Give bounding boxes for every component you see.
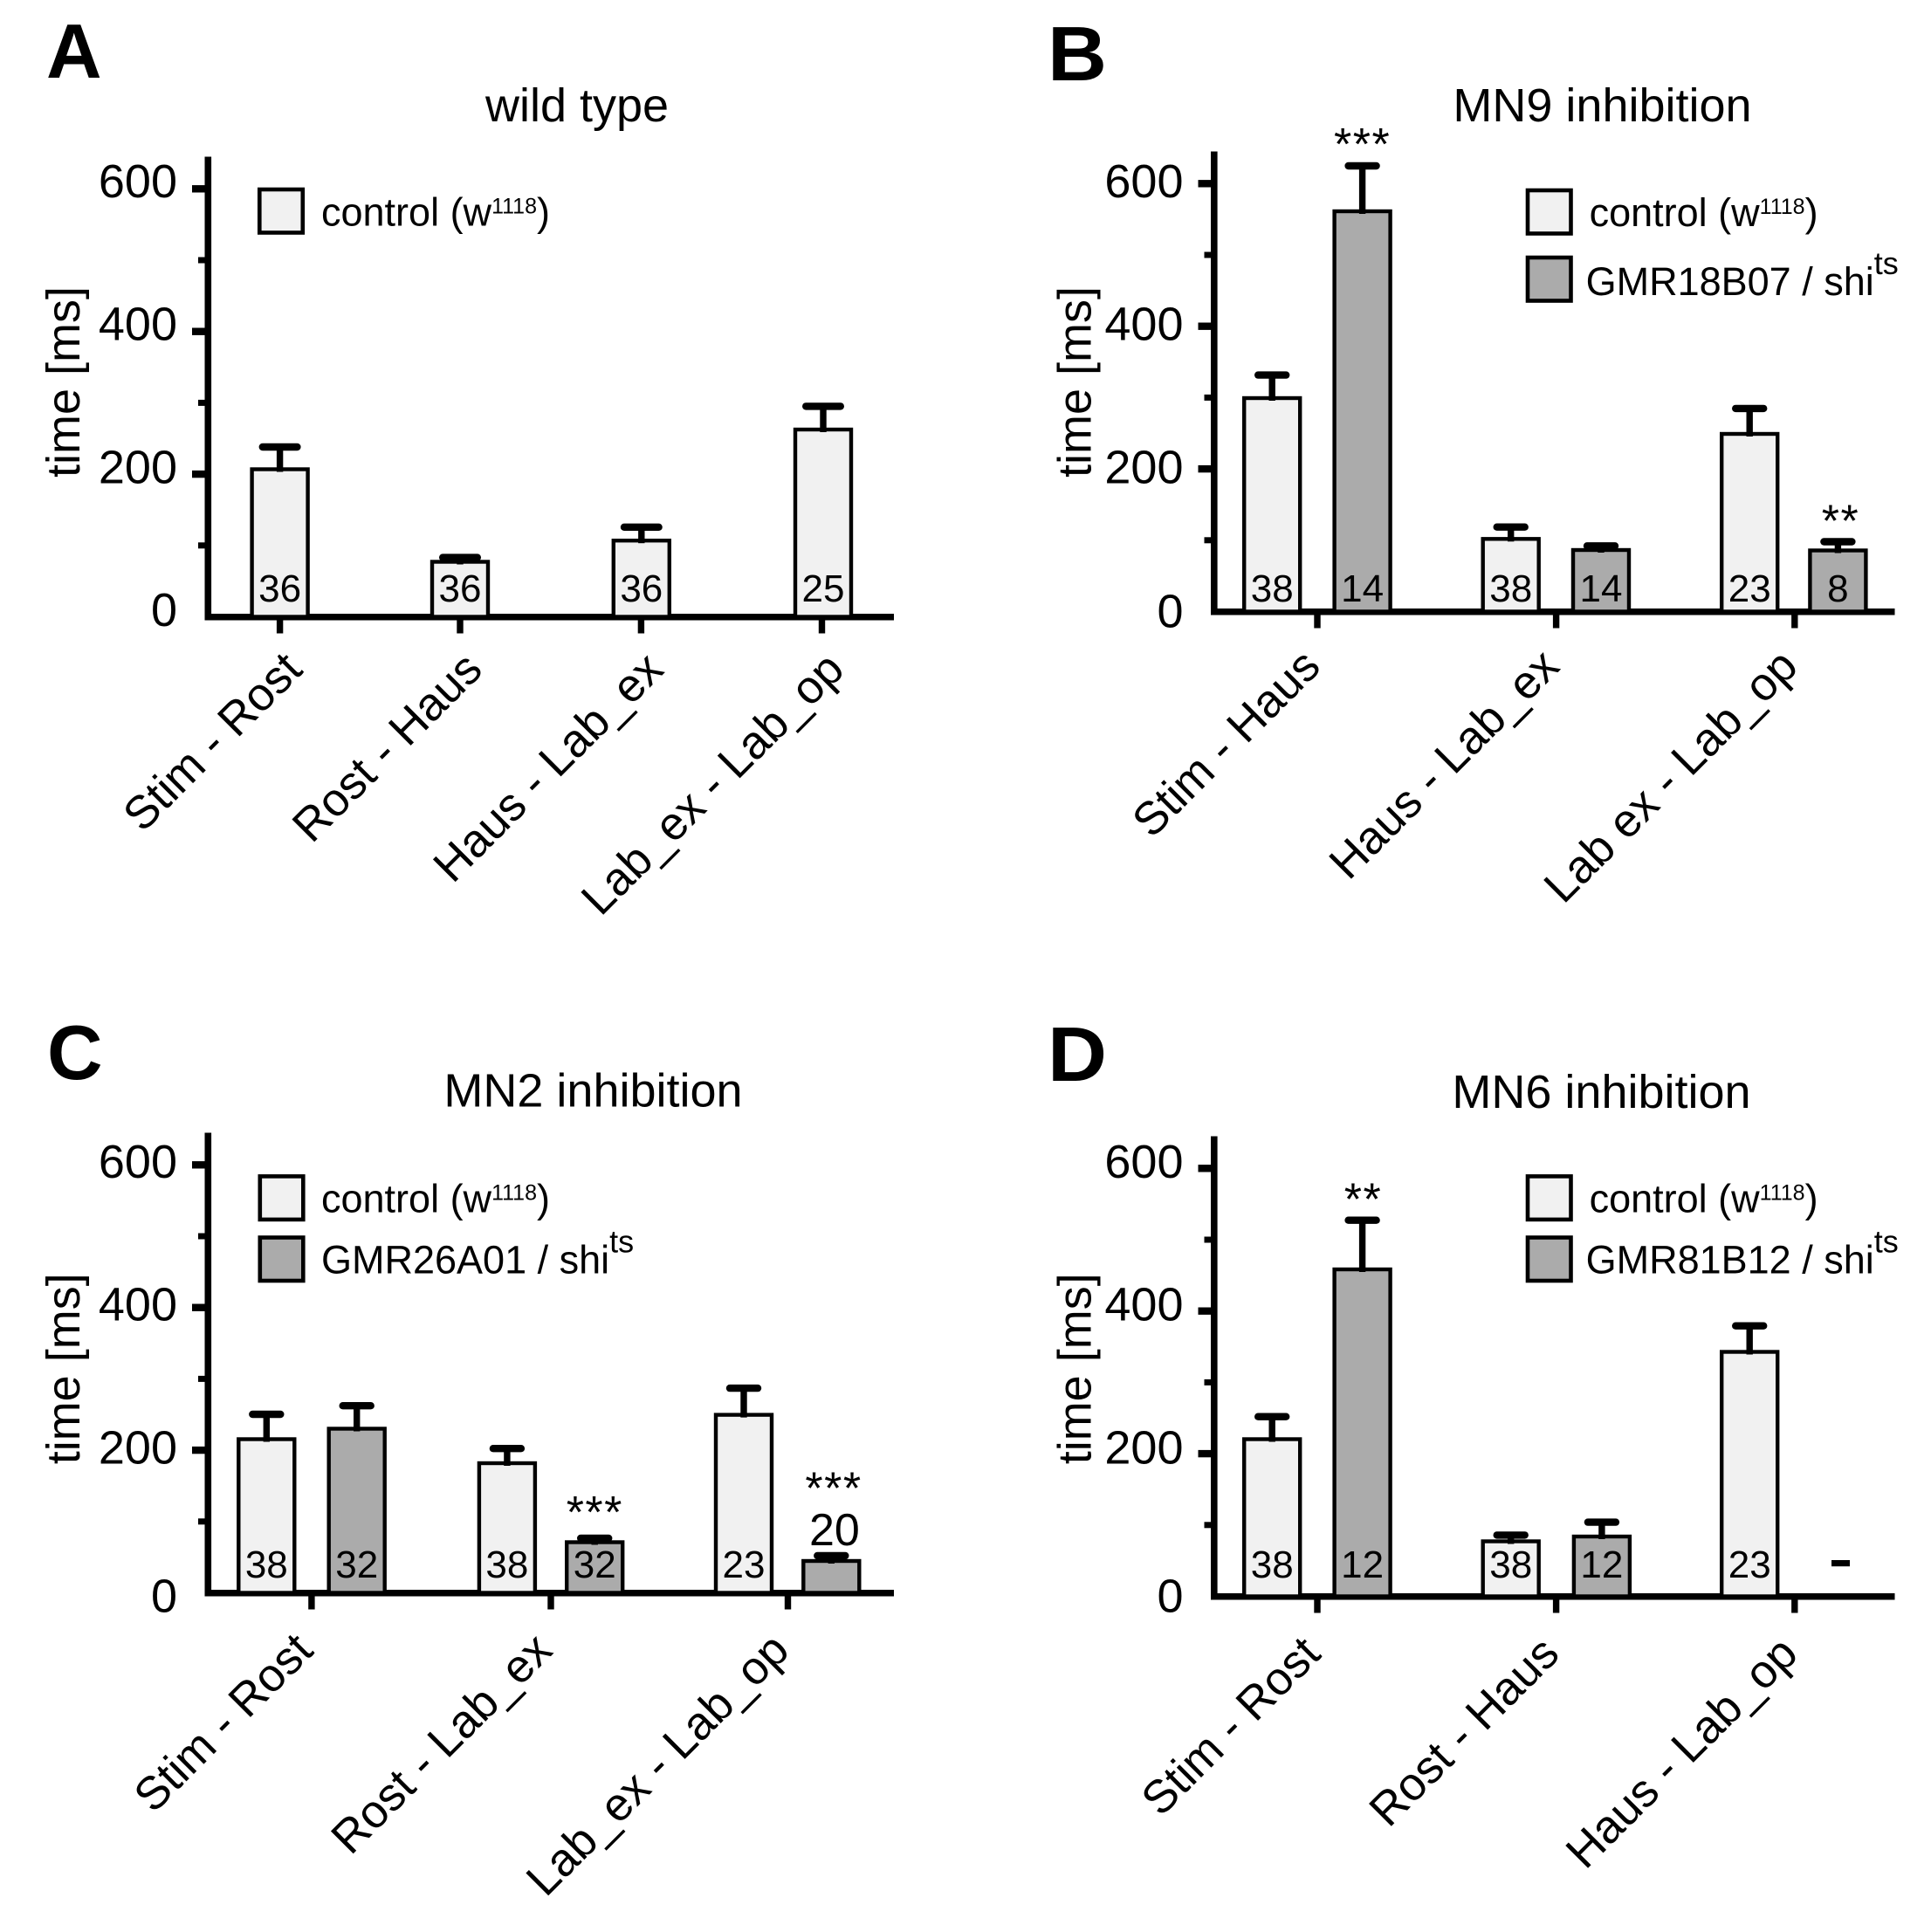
svg-text:***: ***	[805, 1464, 862, 1515]
svg-text:control (w1118): control (w1118)	[1590, 1176, 1818, 1220]
svg-text:23: 23	[1728, 567, 1771, 610]
svg-text:200: 200	[1104, 1421, 1183, 1474]
svg-text:Lab ex - Lab_op: Lab ex - Lab_op	[1535, 640, 1808, 913]
svg-text:***: ***	[1334, 120, 1391, 170]
svg-text:D: D	[1048, 1011, 1107, 1097]
svg-text:MN9 inhibition: MN9 inhibition	[1453, 79, 1751, 132]
svg-text:23: 23	[1728, 1544, 1771, 1586]
svg-text:400: 400	[99, 299, 177, 351]
svg-text:200: 200	[99, 441, 177, 493]
svg-text:Haus - Lab_op: Haus - Lab_op	[1556, 1627, 1808, 1879]
svg-text:time [ms]: time [ms]	[1049, 286, 1102, 478]
svg-text:38: 38	[1251, 567, 1294, 610]
svg-text:control (w1118): control (w1118)	[321, 1176, 550, 1220]
svg-text:36: 36	[620, 567, 663, 610]
svg-text:38: 38	[1251, 1544, 1294, 1586]
svg-text:20: 20	[809, 1505, 860, 1556]
svg-text:Lab_ex - Lab_op: Lab_ex - Lab_op	[517, 1624, 799, 1906]
svg-text:GMR26A01 / shits: GMR26A01 / shits	[321, 1224, 634, 1282]
svg-text:time [ms]: time [ms]	[38, 286, 90, 478]
svg-text:0: 0	[151, 584, 177, 636]
svg-text:Haus - Lab_ex: Haus - Lab_ex	[1320, 640, 1569, 889]
svg-text:36: 36	[258, 567, 301, 610]
svg-text:GMR18B07 / shits: GMR18B07 / shits	[1586, 245, 1899, 304]
svg-text:400: 400	[99, 1279, 177, 1331]
svg-text:14: 14	[1341, 567, 1384, 610]
svg-text:***: ***	[567, 1488, 623, 1538]
svg-text:400: 400	[1104, 1279, 1183, 1331]
svg-text:38: 38	[485, 1544, 528, 1586]
svg-text:38: 38	[1489, 1544, 1532, 1586]
svg-text:0: 0	[151, 1571, 177, 1623]
svg-text:MN6 inhibition: MN6 inhibition	[1452, 1066, 1750, 1118]
svg-text:0: 0	[1157, 1571, 1183, 1623]
svg-text:600: 600	[99, 1136, 177, 1188]
svg-text:600: 600	[1104, 1136, 1183, 1188]
svg-text:36: 36	[439, 567, 482, 610]
svg-text:38: 38	[1489, 567, 1532, 610]
svg-text:Stim - Haus: Stim - Haus	[1123, 640, 1330, 847]
svg-text:400: 400	[1104, 299, 1183, 351]
svg-text:Stim - Rost: Stim - Rost	[1131, 1627, 1330, 1825]
svg-text:A: A	[46, 8, 102, 94]
svg-text:C: C	[47, 1009, 103, 1096]
svg-text:600: 600	[99, 155, 177, 208]
svg-text:time [ms]: time [ms]	[1049, 1273, 1102, 1464]
svg-text:38: 38	[245, 1544, 288, 1586]
svg-text:MN2 inhibition: MN2 inhibition	[443, 1065, 742, 1117]
svg-text:Rost - Lab_ex: Rost - Lab_ex	[321, 1624, 561, 1864]
svg-text:GMR81B12 / shits: GMR81B12 / shits	[1586, 1224, 1899, 1282]
svg-text:B: B	[1048, 10, 1107, 97]
svg-text:600: 600	[1104, 155, 1183, 208]
svg-text:23: 23	[723, 1544, 766, 1586]
svg-text:time [ms]: time [ms]	[38, 1273, 90, 1464]
svg-text:0: 0	[1157, 586, 1183, 638]
svg-text:**: **	[1344, 1175, 1382, 1226]
svg-text:32: 32	[574, 1544, 616, 1586]
svg-text:Rost - Haus: Rost - Haus	[1360, 1627, 1570, 1837]
svg-text:200: 200	[99, 1421, 177, 1474]
svg-text:25: 25	[802, 567, 845, 610]
svg-text:control (w1118): control (w1118)	[321, 190, 550, 235]
svg-text:8: 8	[1827, 567, 1848, 610]
svg-text:control (w1118): control (w1118)	[1590, 190, 1818, 235]
svg-text:Stim - Rost: Stim - Rost	[124, 1624, 322, 1822]
svg-text:200: 200	[1104, 441, 1183, 493]
svg-text:12: 12	[1341, 1544, 1384, 1586]
svg-text:Stim - Rost: Stim - Rost	[113, 643, 312, 841]
svg-text:12: 12	[1580, 1544, 1623, 1586]
svg-text:**: **	[1822, 497, 1859, 547]
svg-text:wild type: wild type	[484, 79, 669, 132]
svg-text:14: 14	[1580, 567, 1623, 610]
svg-text:32: 32	[335, 1544, 378, 1586]
